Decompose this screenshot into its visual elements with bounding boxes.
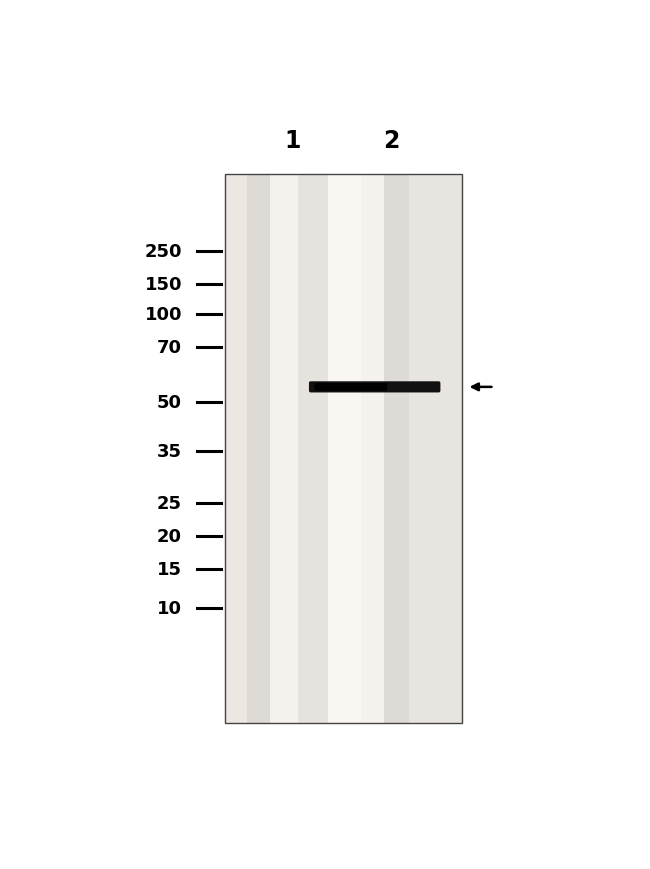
Bar xyxy=(384,175,409,723)
Text: 20: 20 xyxy=(157,527,182,546)
Bar xyxy=(225,175,462,723)
Text: 15: 15 xyxy=(157,561,182,579)
Bar xyxy=(409,175,462,723)
Text: 10: 10 xyxy=(157,599,182,617)
Text: 50: 50 xyxy=(157,394,182,411)
Bar xyxy=(270,175,298,723)
Text: 2: 2 xyxy=(383,129,399,153)
Text: 1: 1 xyxy=(285,129,301,153)
Bar xyxy=(298,175,328,723)
Text: 70: 70 xyxy=(157,338,182,356)
FancyBboxPatch shape xyxy=(315,383,387,391)
Text: 150: 150 xyxy=(144,275,182,293)
Text: 25: 25 xyxy=(157,494,182,513)
Text: 35: 35 xyxy=(157,442,182,461)
Bar xyxy=(361,175,384,723)
Text: 100: 100 xyxy=(144,306,182,323)
Bar xyxy=(225,175,462,723)
Bar xyxy=(248,175,270,723)
Text: 250: 250 xyxy=(144,242,182,261)
Bar xyxy=(328,175,361,723)
FancyBboxPatch shape xyxy=(309,381,441,393)
